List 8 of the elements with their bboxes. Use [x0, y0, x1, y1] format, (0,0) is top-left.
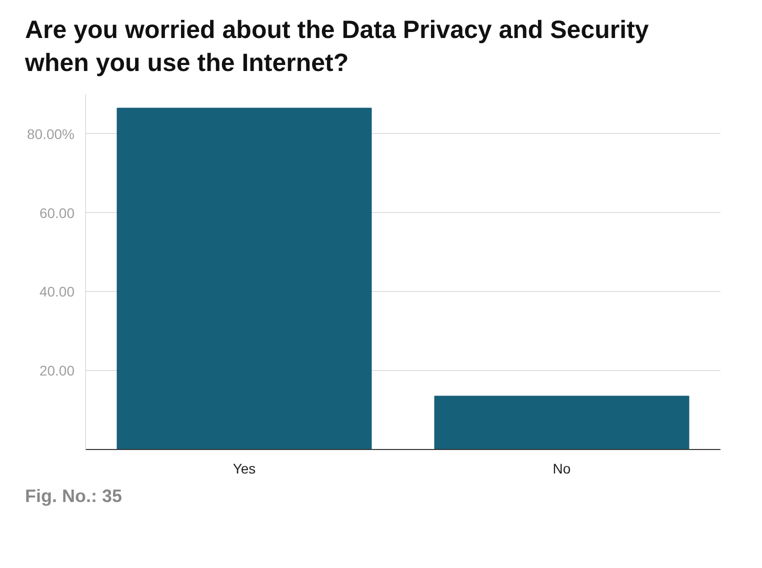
x-tick-label: Yes — [232, 460, 256, 476]
y-tick-label: 40.00 — [39, 284, 75, 300]
chart-title: Are you worried about the Data Privacy and Security when you use the Internet? — [25, 15, 650, 78]
text: Fig. No.: 35 — [25, 485, 122, 508]
y-tick-label: 80.00% — [27, 126, 74, 142]
y-tick-label: 20.00 — [39, 362, 75, 379]
x-tick-label: No — [552, 460, 571, 476]
y-tick-label: 60.00 — [39, 204, 75, 221]
